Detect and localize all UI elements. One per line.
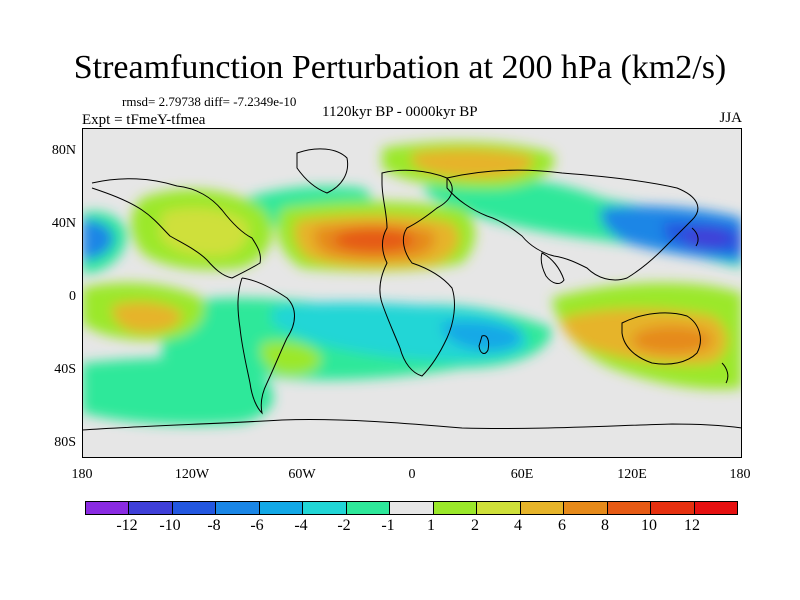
colorbar-swatch: [216, 502, 260, 514]
region-green-southatlantic: [260, 341, 322, 375]
colorbar-swatch: [433, 502, 478, 514]
colorbar-label-m4: -4: [294, 517, 308, 534]
coast-new-zealand: [721, 362, 729, 384]
y-tick-label-0: 0: [69, 289, 76, 304]
colorbar-label-1: 1: [427, 517, 435, 534]
colorbar-swatch: [259, 502, 304, 514]
colorbar-swatch: [390, 502, 434, 514]
stats-text: rmsd= 2.79738 diff= -7.2349e-10: [122, 94, 297, 109]
colorbar-swatch: [303, 502, 347, 514]
colorbar: [85, 501, 738, 515]
region-yellow-westpacific: [160, 207, 249, 257]
plot-title: Streamfunction Perturbation at 200 hPa (…: [73, 49, 727, 86]
colorbar-swatch: [172, 502, 217, 514]
y-tick-label-80s: 80S: [54, 435, 76, 450]
colorbar-swatch: [129, 502, 173, 514]
colorbar-swatch: [346, 502, 391, 514]
coast-europe-africa: [379, 169, 455, 377]
x-tick-label-120w: 120W: [174, 467, 210, 482]
coast-madagascar: [478, 335, 490, 354]
x-tick-label-180w: 180: [71, 467, 93, 482]
coast-greenland: [296, 148, 349, 194]
coast-india: [540, 252, 565, 284]
region-gold-southpacific: [112, 301, 182, 333]
coast-south-america: [237, 277, 295, 415]
colorbar-label-m10: -10: [159, 517, 181, 534]
colorbar-label-m8: -8: [207, 517, 221, 534]
colorbar-swatch: [694, 502, 738, 514]
colorbar-label-m12: -12: [116, 517, 138, 534]
x-tick-label-60w: 60W: [288, 467, 316, 482]
colorbar-label-12: 12: [684, 517, 700, 534]
colorbar-label-m1: -1: [381, 517, 395, 534]
colorbar-label-4: 4: [514, 517, 522, 534]
region-indigo-pacific-core: [683, 228, 731, 248]
colorbar-swatch: [86, 502, 130, 514]
colorbar-swatch: [607, 502, 652, 514]
region-teal-southpacific: [82, 358, 274, 425]
colorbar-swatch: [520, 502, 565, 514]
colorbar-label-m6: -6: [250, 517, 264, 534]
region-blue-westatlantic: [82, 219, 114, 260]
coast-north-america: [91, 178, 261, 279]
colorbar-label-8: 8: [601, 517, 609, 534]
region-orange-australia-core: [632, 326, 712, 354]
colorbar-label-6: 6: [558, 517, 566, 534]
coast-japan: [691, 227, 699, 247]
coastlines: [82, 148, 742, 431]
experiment-label: Expt = tFmeY-tfmea: [82, 112, 206, 128]
y-tick-label-80n: 80N: [51, 143, 76, 158]
streamfunction-map: [82, 141, 742, 431]
y-tick-label-40s: 40S: [54, 362, 76, 377]
colorbar-swatch: [477, 502, 521, 514]
coast-asia: [446, 169, 699, 281]
y-tick-label-40n: 40N: [51, 216, 76, 231]
x-tick-label-180e: 180: [729, 467, 751, 482]
colorbar-swatch: [564, 502, 608, 514]
colorbar-swatch: [651, 502, 695, 514]
coast-australia: [621, 312, 701, 365]
colorbar-label-m2: -2: [337, 517, 351, 534]
coast-antarctica: [82, 419, 742, 431]
x-tick-label-120e: 120E: [617, 467, 647, 482]
colorbar-label-2: 2: [471, 517, 479, 534]
contour-field: [82, 141, 742, 425]
colorbar-label-10: 10: [641, 517, 657, 534]
map-panel: [82, 128, 742, 458]
period-label: 1120kyr BP - 0000kyr BP: [322, 104, 478, 120]
x-tick-label-0: 0: [408, 467, 416, 482]
region-red-saharan-core: [334, 228, 414, 252]
x-tick-label-60e: 60E: [510, 467, 534, 482]
season-label: JJA: [719, 110, 742, 126]
